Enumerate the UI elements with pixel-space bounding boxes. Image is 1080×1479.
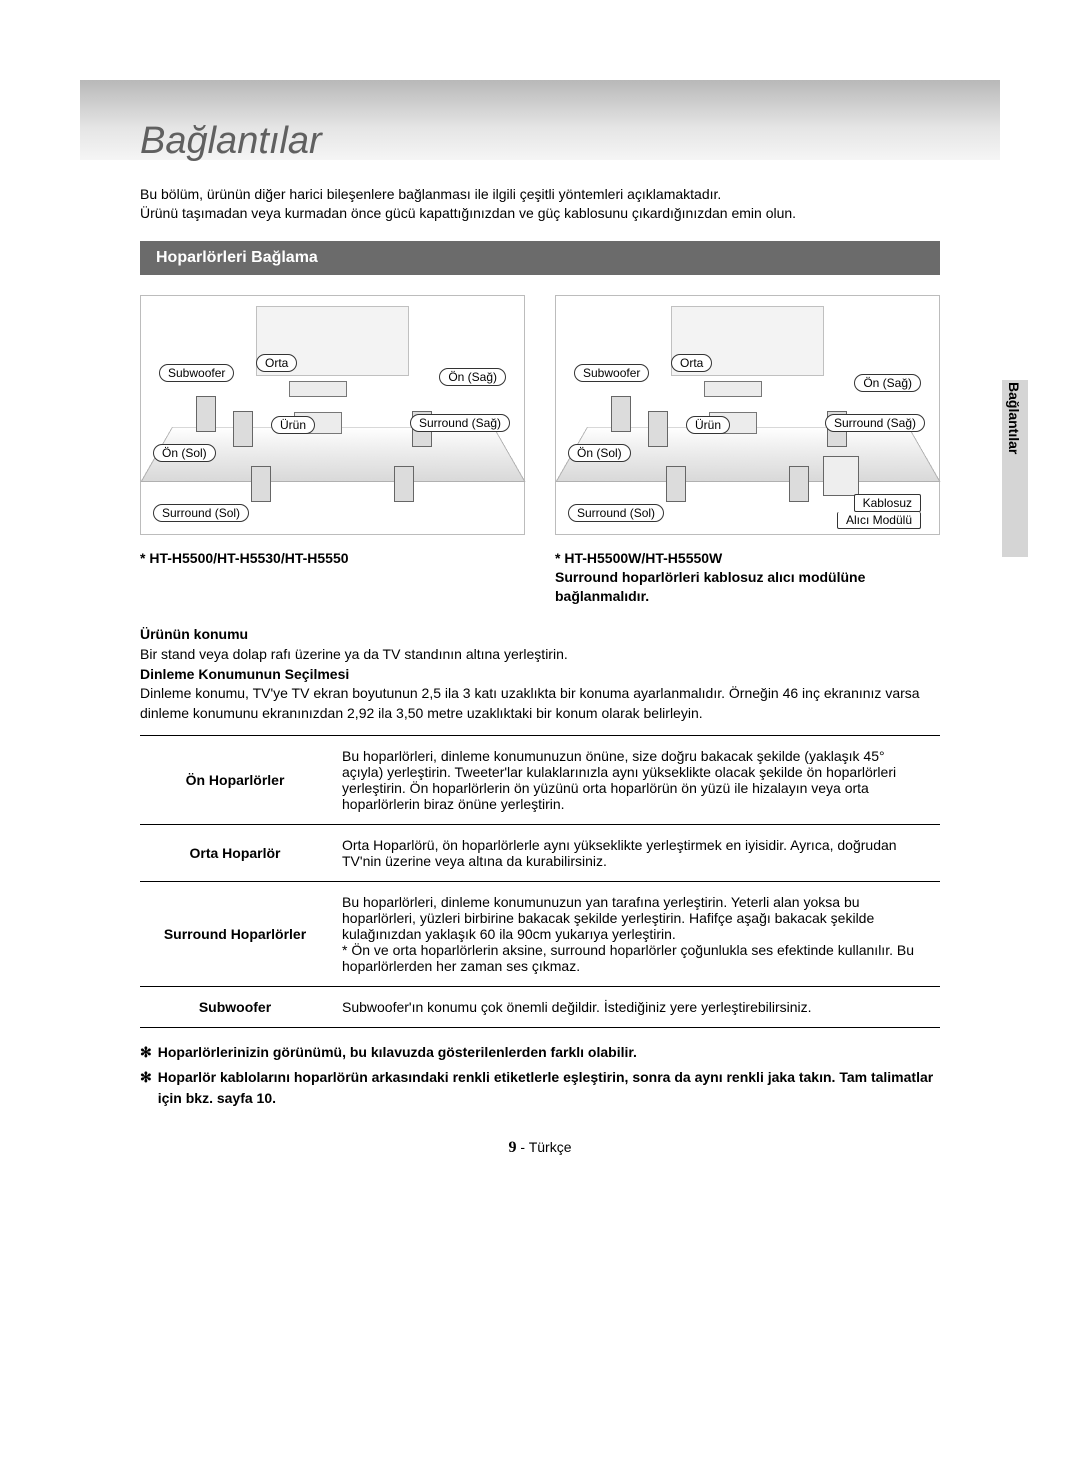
caption-right-desc: Surround hoparlörleri kablosuz alıcı mod… — [555, 569, 865, 604]
speaker-name-cell: Orta Hoparlör — [140, 825, 330, 882]
asterisk-icon: ✻ — [140, 1067, 152, 1109]
page-inner: Bağlantılar Bu bölüm, ürünün diğer haric… — [80, 80, 1000, 1197]
diagram-wired: Subwoofer Orta Ön (Sağ) Ürün Surround (S… — [140, 295, 525, 535]
section-header: Hoparlörleri Bağlama — [140, 241, 940, 275]
side-tab: Bağlantılar — [1002, 380, 1028, 557]
diagram-captions: * HT-H5500/HT-H5530/HT-H5550 * HT-H5500W… — [140, 549, 940, 606]
position-text: Bir stand veya dolap rafı üzerine ya da … — [140, 645, 940, 665]
urun-label: Ürün — [271, 416, 315, 434]
surround-sag-label: Surround (Sağ) — [410, 414, 510, 432]
position-heading: Ürünün konumu — [140, 625, 940, 645]
on-sag-label: Ön (Sağ) — [439, 368, 506, 386]
footnote-text: Hoparlörlerinizin görünümü, bu kılavuzda… — [158, 1042, 637, 1063]
speaker-desc-cell: Orta Hoparlörü, ön hoparlörlerle aynı yü… — [330, 825, 940, 882]
page-container: Bağlantılar Bu bölüm, ürünün diğer haric… — [80, 80, 1000, 1197]
listening-heading: Dinleme Konumunun Seçilmesi — [140, 665, 940, 685]
caption-right-title: * HT-H5500W/HT-H5550W — [555, 550, 722, 566]
on-sol-label: Ön (Sol) — [153, 444, 216, 462]
on-sag-label: Ön (Sağ) — [854, 374, 921, 392]
surround-right-speaker-icon — [394, 466, 414, 502]
position-block: Ürünün konumu Bir stand veya dolap rafı … — [140, 625, 940, 723]
front-left-speaker-icon — [233, 411, 253, 447]
footnote-item: ✻ Hoparlörlerinizin görünümü, bu kılavuz… — [140, 1042, 940, 1063]
intro-paragraph: Bu bölüm, ürünün diğer harici bileşenler… — [140, 185, 940, 223]
table-row: Subwoofer Subwoofer'ın konumu çok önemli… — [140, 987, 940, 1028]
subwoofer-label: Subwoofer — [574, 364, 649, 382]
speaker-placement-table: Ön Hoparlörler Bu hoparlörleri, dinleme … — [140, 735, 940, 1028]
orta-label: Orta — [671, 354, 712, 372]
speaker-desc-cell: Subwoofer'ın konumu çok önemli değildir.… — [330, 987, 940, 1028]
diagram-row: Subwoofer Orta Ön (Sağ) Ürün Surround (S… — [140, 295, 940, 535]
surround-sag-label: Surround (Sağ) — [825, 414, 925, 432]
footer-lang: - Türkçe — [520, 1139, 571, 1155]
alici-label: Alıcı Modülü — [837, 512, 921, 529]
caption-left: * HT-H5500/HT-H5530/HT-H5550 — [140, 549, 525, 606]
urun-label: Ürün — [686, 416, 730, 434]
surround-right-speaker-icon — [789, 466, 809, 502]
caption-right: * HT-H5500W/HT-H5550W Surround hoparlörl… — [555, 549, 940, 606]
surround-left-speaker-icon — [666, 466, 686, 502]
wireless-module-icon — [823, 456, 859, 496]
subwoofer-label: Subwoofer — [159, 364, 234, 382]
intro-line-1: Bu bölüm, ürünün diğer harici bileşenler… — [140, 185, 940, 204]
front-left-speaker-icon — [648, 411, 668, 447]
kablosuz-label: Kablosuz — [854, 494, 921, 512]
asterisk-icon: ✻ — [140, 1042, 152, 1063]
footnote-item: ✻ Hoparlör kablolarını hoparlörün arkası… — [140, 1067, 940, 1109]
table-row: Surround Hoparlörler Bu hoparlörleri, di… — [140, 882, 940, 987]
subwoofer-icon — [196, 396, 216, 432]
subwoofer-icon — [611, 396, 631, 432]
on-sol-label: Ön (Sol) — [568, 444, 631, 462]
intro-line-2: Ürünü taşımadan veya kurmadan önce gücü … — [140, 204, 940, 223]
table-row: Orta Hoparlör Orta Hoparlörü, ön hoparlö… — [140, 825, 940, 882]
center-speaker-icon — [289, 381, 347, 397]
footnotes: ✻ Hoparlörlerinizin görünümü, bu kılavuz… — [140, 1042, 940, 1109]
center-speaker-icon — [704, 381, 762, 397]
listening-text: Dinleme konumu, TV'ye TV ekran boyutunun… — [140, 684, 940, 723]
speaker-name-cell: Surround Hoparlörler — [140, 882, 330, 987]
page-number: 9 — [509, 1139, 517, 1156]
surround-left-speaker-icon — [251, 466, 271, 502]
footnote-text: Hoparlör kablolarını hoparlörün arkasınd… — [158, 1067, 940, 1109]
diagram-wireless: Subwoofer Orta Ön (Sağ) Ürün Surround (S… — [555, 295, 940, 535]
surround-sol-label: Surround (Sol) — [568, 504, 664, 522]
speaker-name-cell: Subwoofer — [140, 987, 330, 1028]
chapter-title: Bağlantılar — [140, 120, 940, 163]
speaker-desc-cell: Bu hoparlörleri, dinleme konumunuzun yan… — [330, 882, 940, 987]
surround-sol-label: Surround (Sol) — [153, 504, 249, 522]
orta-label: Orta — [256, 354, 297, 372]
speaker-name-cell: Ön Hoparlörler — [140, 736, 330, 825]
speaker-desc-cell: Bu hoparlörleri, dinleme konumunuzun önü… — [330, 736, 940, 825]
page-footer: 9 - Türkçe — [140, 1139, 940, 1157]
table-row: Ön Hoparlörler Bu hoparlörleri, dinleme … — [140, 736, 940, 825]
side-tab-label: Bağlantılar — [1006, 382, 1022, 454]
